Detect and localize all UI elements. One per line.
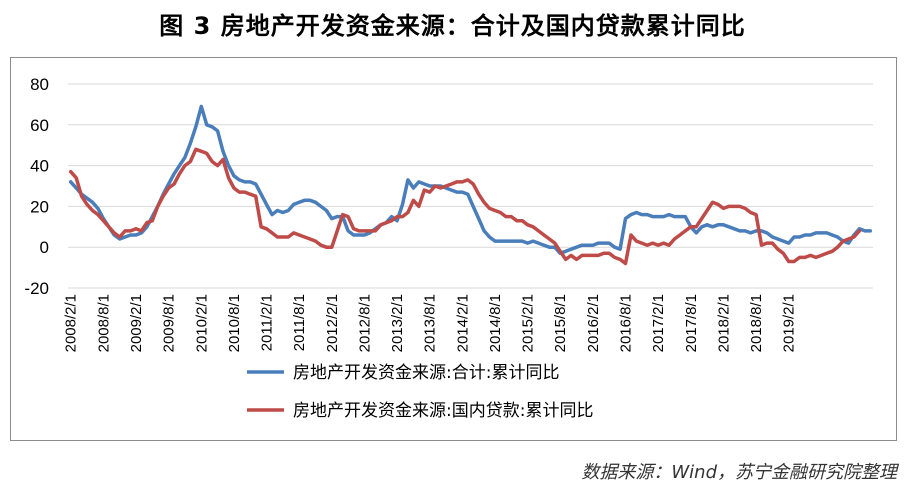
x-tick-label: 2008/8/1 [95, 294, 112, 352]
x-tick-label: 2012/8/1 [356, 294, 373, 352]
gridlines [68, 83, 873, 289]
data-source-note: 数据来源：Wind，苏宁金融研究院整理 [581, 462, 897, 483]
x-tick-label: 2011/8/1 [291, 294, 308, 351]
x-tick-label: 2014/8/1 [487, 294, 504, 352]
x-tick-label: 2009/2/1 [128, 294, 145, 352]
y-tick-label: 80 [30, 75, 49, 94]
x-tick-label: 2010/8/1 [226, 294, 243, 352]
x-tick-label: 2010/2/1 [193, 294, 210, 352]
y-tick-label: 40 [30, 157, 49, 176]
x-tick-label: 2018/8/1 [748, 294, 765, 352]
series-total-line [68, 104, 873, 256]
legend-label: 房地产开发资金来源:合计:累计同比 [293, 363, 559, 383]
x-tick-label: 2011/2/1 [259, 294, 276, 351]
y-axis-ticks: -20 0 20 40 60 80 [24, 75, 49, 298]
x-tick-label: 2015/2/1 [520, 294, 537, 352]
x-tick-label: 2018/2/1 [715, 294, 732, 352]
x-tick-label: 2017/2/1 [650, 294, 667, 352]
x-tick-label: 2013/8/1 [422, 294, 439, 352]
x-tick-label: 2015/8/1 [552, 294, 569, 352]
x-tick-label: 2012/2/1 [324, 294, 341, 352]
chart-frame [10, 57, 897, 441]
x-tick-label: 2016/2/1 [585, 294, 602, 352]
series-lines [68, 104, 873, 266]
y-tick-label: -20 [24, 279, 49, 298]
x-tick-label: 2014/2/1 [454, 294, 471, 352]
series-domestic-loan-line [68, 147, 862, 266]
chart-title: 图 3 房地产开发资金来源：合计及国内贷款累计同比 [159, 12, 746, 40]
x-tick-label: 2016/8/1 [618, 294, 635, 352]
x-tick-label: 2008/2/1 [63, 294, 80, 352]
y-tick-label: 0 [40, 238, 49, 257]
legend-label: 房地产开发资金来源:国内贷款:累计同比 [293, 401, 593, 421]
y-tick-label: 60 [30, 116, 49, 135]
x-tick-label: 2019/2/1 [781, 294, 798, 352]
y-tick-label: 20 [30, 197, 49, 216]
x-tick-label: 2013/2/1 [389, 294, 406, 352]
x-tick-label: 2009/8/1 [161, 294, 178, 352]
x-axis-ticks: 2008/2/1 2008/8/1 2009/2/1 2009/8/1 2010/2/1… [63, 294, 798, 352]
x-tick-label: 2017/8/1 [683, 294, 700, 352]
